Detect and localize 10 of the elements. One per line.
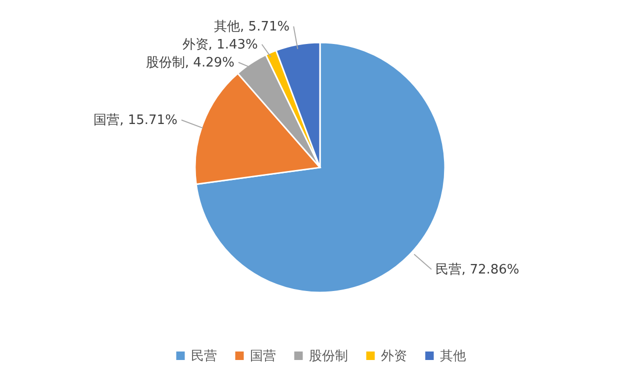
data-label: 外资, 1.43% (182, 37, 258, 52)
data-label: 国营, 15.71% (94, 112, 178, 128)
legend-label: 其他 (440, 348, 466, 364)
data-label: 民营, 72.86% (435, 262, 520, 278)
legend-label: 股份制 (309, 348, 348, 364)
legend-label: 民营 (191, 348, 217, 364)
legend-label: 外资 (381, 348, 407, 364)
data-label: 股份制, 4.29% (146, 55, 234, 70)
data-label: 其他, 5.71% (214, 19, 290, 34)
legend-label: 国营 (250, 348, 276, 364)
